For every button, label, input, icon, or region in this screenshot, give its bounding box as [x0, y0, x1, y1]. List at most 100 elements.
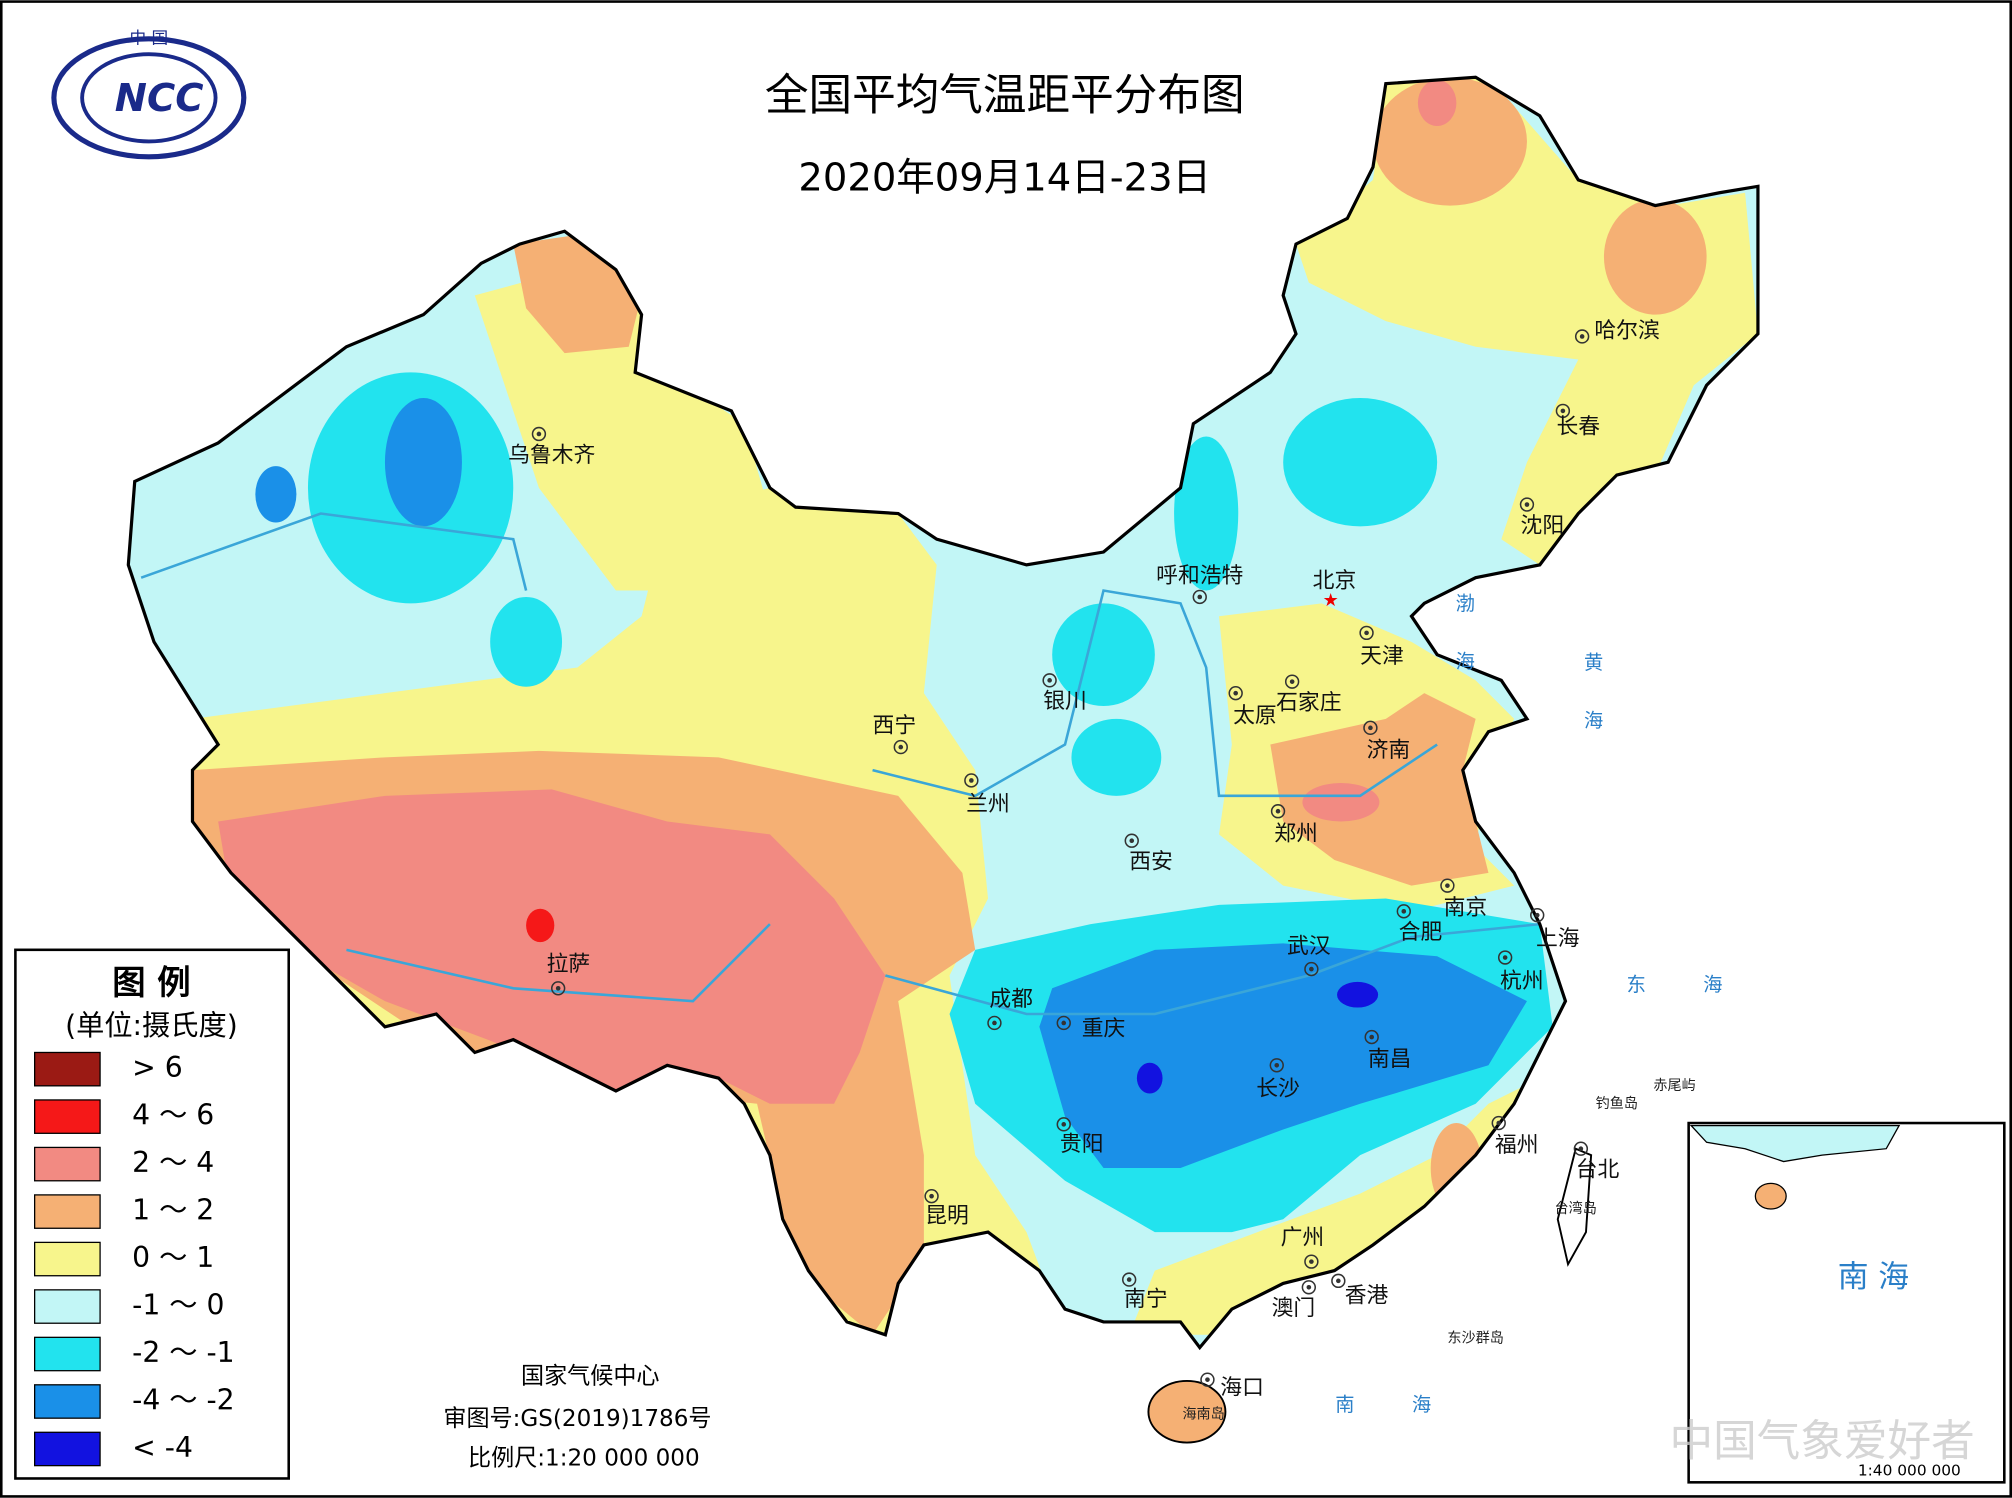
place-label: 海南岛: [1182, 1406, 1224, 1422]
legend-swatch: [34, 1336, 101, 1372]
city-marker-dot: [1560, 408, 1566, 414]
city-marker-dot: [1047, 678, 1052, 683]
city-marker-dot: [1369, 1034, 1375, 1040]
city-marker: [1200, 1372, 1215, 1387]
sea-label: 黄海: [1581, 652, 1604, 768]
legend-label: 1 ～ 2: [132, 1194, 214, 1227]
city-marker-dot: [1061, 1122, 1067, 1127]
legend-swatch: [34, 1099, 101, 1134]
city-label: 哈尔滨: [1594, 318, 1659, 343]
city-label: 天津: [1360, 644, 1404, 669]
watermark: 中国气象爱好者: [1669, 1417, 1974, 1467]
city-marker-dot: [536, 431, 542, 437]
city-marker: [550, 981, 566, 996]
city-marker-dot: [1274, 1062, 1280, 1068]
city-marker: [1331, 1273, 1346, 1289]
city-marker: [1228, 685, 1243, 701]
city-label: 长春: [1556, 415, 1600, 440]
logo-mark: NCC: [115, 76, 204, 121]
city-marker: [1270, 804, 1286, 819]
city-marker: [1574, 329, 1590, 344]
footer-scale: 比例尺:1:20 000 000: [468, 1446, 700, 1472]
city-marker: [1056, 1117, 1071, 1132]
city-marker-dot: [1364, 630, 1369, 636]
city-marker-dot: [1502, 955, 1508, 960]
city-label: 台北: [1576, 1158, 1620, 1183]
city-marker: [1396, 904, 1411, 919]
city-label: 呼和浩特: [1156, 563, 1243, 588]
city-marker-dot: [1496, 1120, 1502, 1126]
city-label: 西宁: [873, 714, 917, 739]
city-label: 兰州: [966, 792, 1010, 817]
city-marker-dot: [1524, 502, 1530, 507]
sea-label: 南 海: [1335, 1393, 1457, 1416]
city-label: 上海: [1536, 927, 1580, 952]
city-label: 昆明: [925, 1204, 969, 1229]
map-subtitle: 2020年09月14日-23日: [798, 155, 1211, 200]
legend-label: 2 ～ 4: [132, 1146, 214, 1179]
city-marker: [1056, 1015, 1071, 1031]
city-label: 石家庄: [1276, 690, 1341, 715]
city-marker-dot: [1401, 909, 1407, 914]
city-marker: [1363, 720, 1378, 736]
city-marker: [1555, 403, 1571, 419]
inset-label: 南 海: [1838, 1259, 1909, 1295]
city-marker: [1497, 950, 1513, 965]
inset-scale: 1:40 000 000: [1858, 1461, 1961, 1479]
city-marker: [1304, 1254, 1319, 1269]
city-marker-dot: [1197, 594, 1203, 600]
city-marker: [1530, 907, 1545, 923]
taiwan: [1556, 1147, 1593, 1267]
city-marker: [987, 1015, 1002, 1031]
city-marker-dot: [555, 986, 561, 991]
city-label: 拉萨: [547, 952, 591, 977]
city-marker-dot: [898, 744, 904, 750]
city-marker: [1121, 1272, 1137, 1287]
city-marker: [964, 773, 979, 788]
city-label: 乌鲁木齐: [508, 443, 595, 468]
city-marker-dot: [1289, 679, 1295, 684]
inset: 南 海 1:40 000 000: [1687, 1121, 2006, 1484]
city-marker: [1192, 589, 1207, 605]
legend-label: -1 ～ 0: [132, 1289, 224, 1322]
city-label: 香港: [1345, 1283, 1389, 1308]
city-marker-dot: [1336, 1278, 1341, 1284]
city-marker: [893, 739, 908, 755]
capital-star: ★: [1323, 590, 1339, 611]
city-label: 广州: [1281, 1226, 1325, 1251]
city-label: 福州: [1495, 1133, 1539, 1158]
city-marker: [1440, 878, 1455, 893]
city-marker: [1491, 1115, 1506, 1131]
city-marker-dot: [1309, 1259, 1314, 1264]
city-marker-dot: [1205, 1377, 1210, 1382]
sea-label: 东 海: [1627, 973, 1749, 996]
city-label: 南宁: [1124, 1287, 1168, 1312]
city-label: 沈阳: [1521, 513, 1565, 538]
city-label: 西安: [1129, 850, 1173, 875]
footer-org: 国家气候中心: [521, 1364, 659, 1390]
place-label: 赤尾屿: [1653, 1078, 1695, 1094]
city-label: 北京: [1313, 569, 1357, 594]
city-marker-dot: [1309, 966, 1314, 972]
city-label: 济南: [1367, 738, 1411, 763]
legend-unit: (单位:摄氏度): [65, 1009, 238, 1042]
city-marker: [1042, 673, 1057, 688]
city-marker-dot: [1445, 883, 1450, 888]
legend-swatch: [34, 1194, 101, 1229]
city-label: 成都: [989, 987, 1033, 1012]
logo: 中 国 NCC: [51, 28, 247, 160]
place-label: 东沙群岛: [1447, 1331, 1503, 1347]
city-label: 长沙: [1256, 1077, 1300, 1102]
city-label: 重庆: [1082, 1016, 1126, 1041]
legend-label: > 6: [132, 1051, 183, 1084]
city-marker-dot: [1578, 1146, 1584, 1152]
city-marker: [1284, 674, 1300, 689]
city-marker-dot: [1129, 838, 1135, 844]
city-label: 合肥: [1399, 920, 1443, 945]
city-label: 贵阳: [1060, 1132, 1104, 1157]
legend-swatch: [34, 1241, 101, 1277]
city-marker: [1304, 961, 1319, 977]
